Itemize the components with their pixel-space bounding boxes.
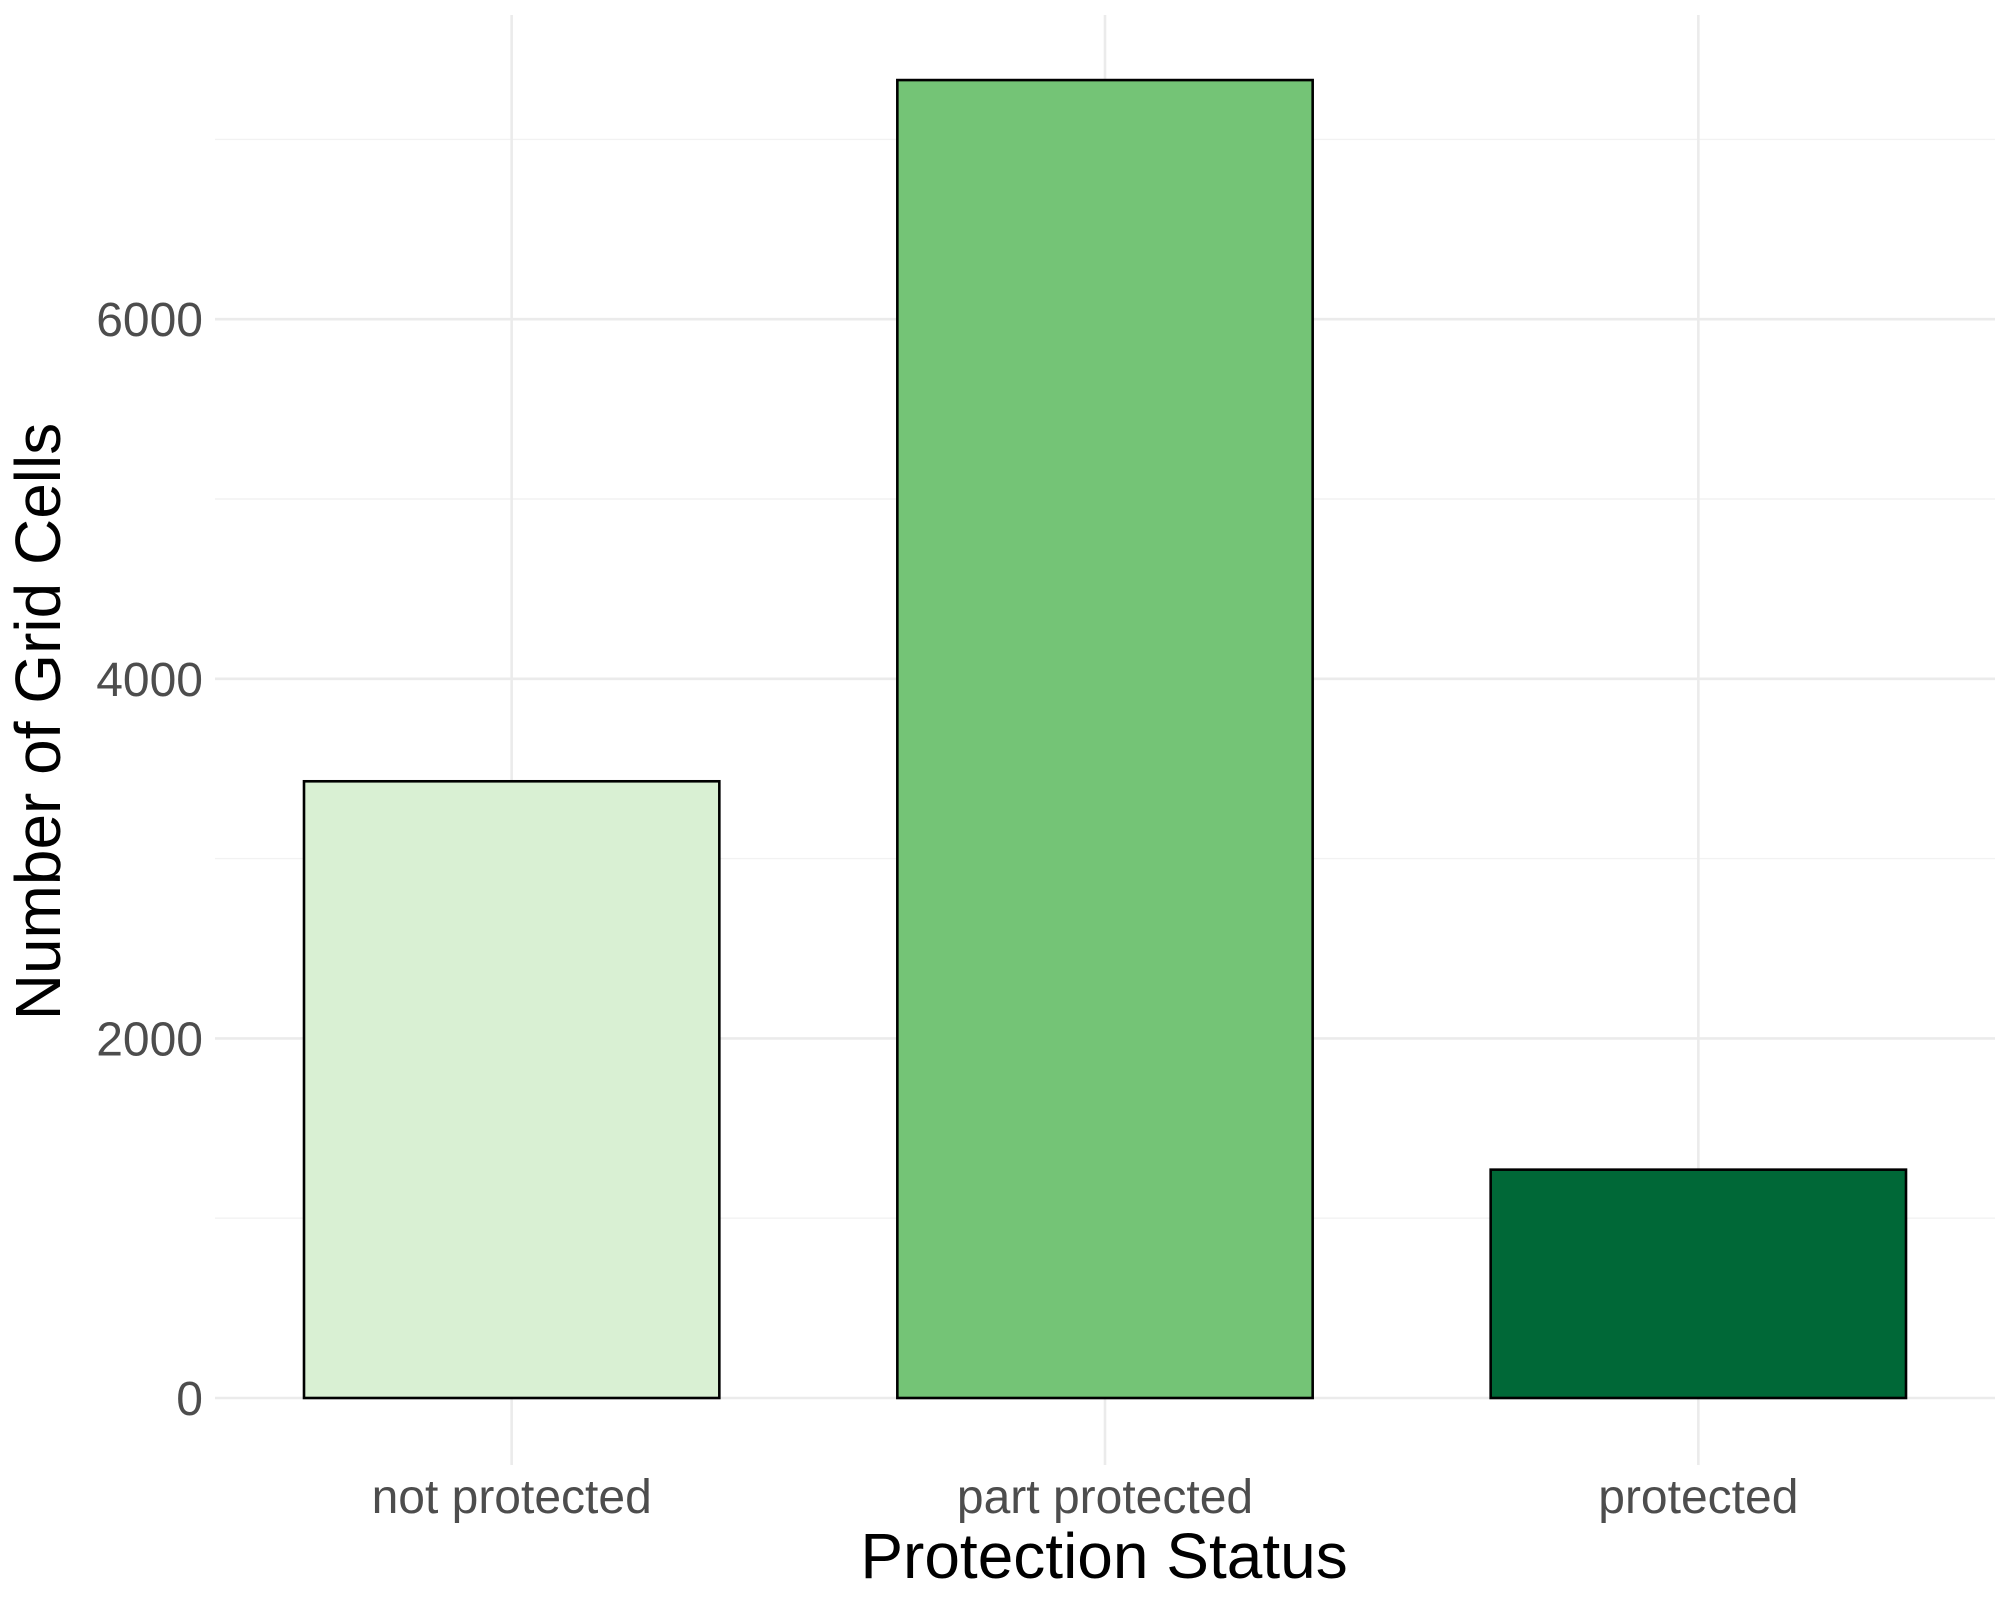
bars [302,78,1908,1400]
y-tick-label: 4000 [96,654,203,707]
bar-part-protected [896,78,1314,1400]
y-tick-label: 2000 [96,1013,203,1066]
x-axis-title: Protection Status [860,1520,1347,1592]
y-axis-title: Number of Grid Cells [2,423,74,1021]
y-axis-ticks: 0 2000 4000 6000 [96,294,203,1426]
y-tick-label: 6000 [96,294,203,347]
bar-not-protected [302,779,721,1400]
x-axis-ticks: not protected part protected protected [372,1471,1799,1524]
x-tick-label: not protected [372,1471,652,1524]
bar-protected [1489,1168,1908,1400]
x-tick-label: part protected [957,1471,1253,1524]
x-tick-label: protected [1598,1471,1798,1524]
y-tick-label: 0 [176,1373,203,1426]
